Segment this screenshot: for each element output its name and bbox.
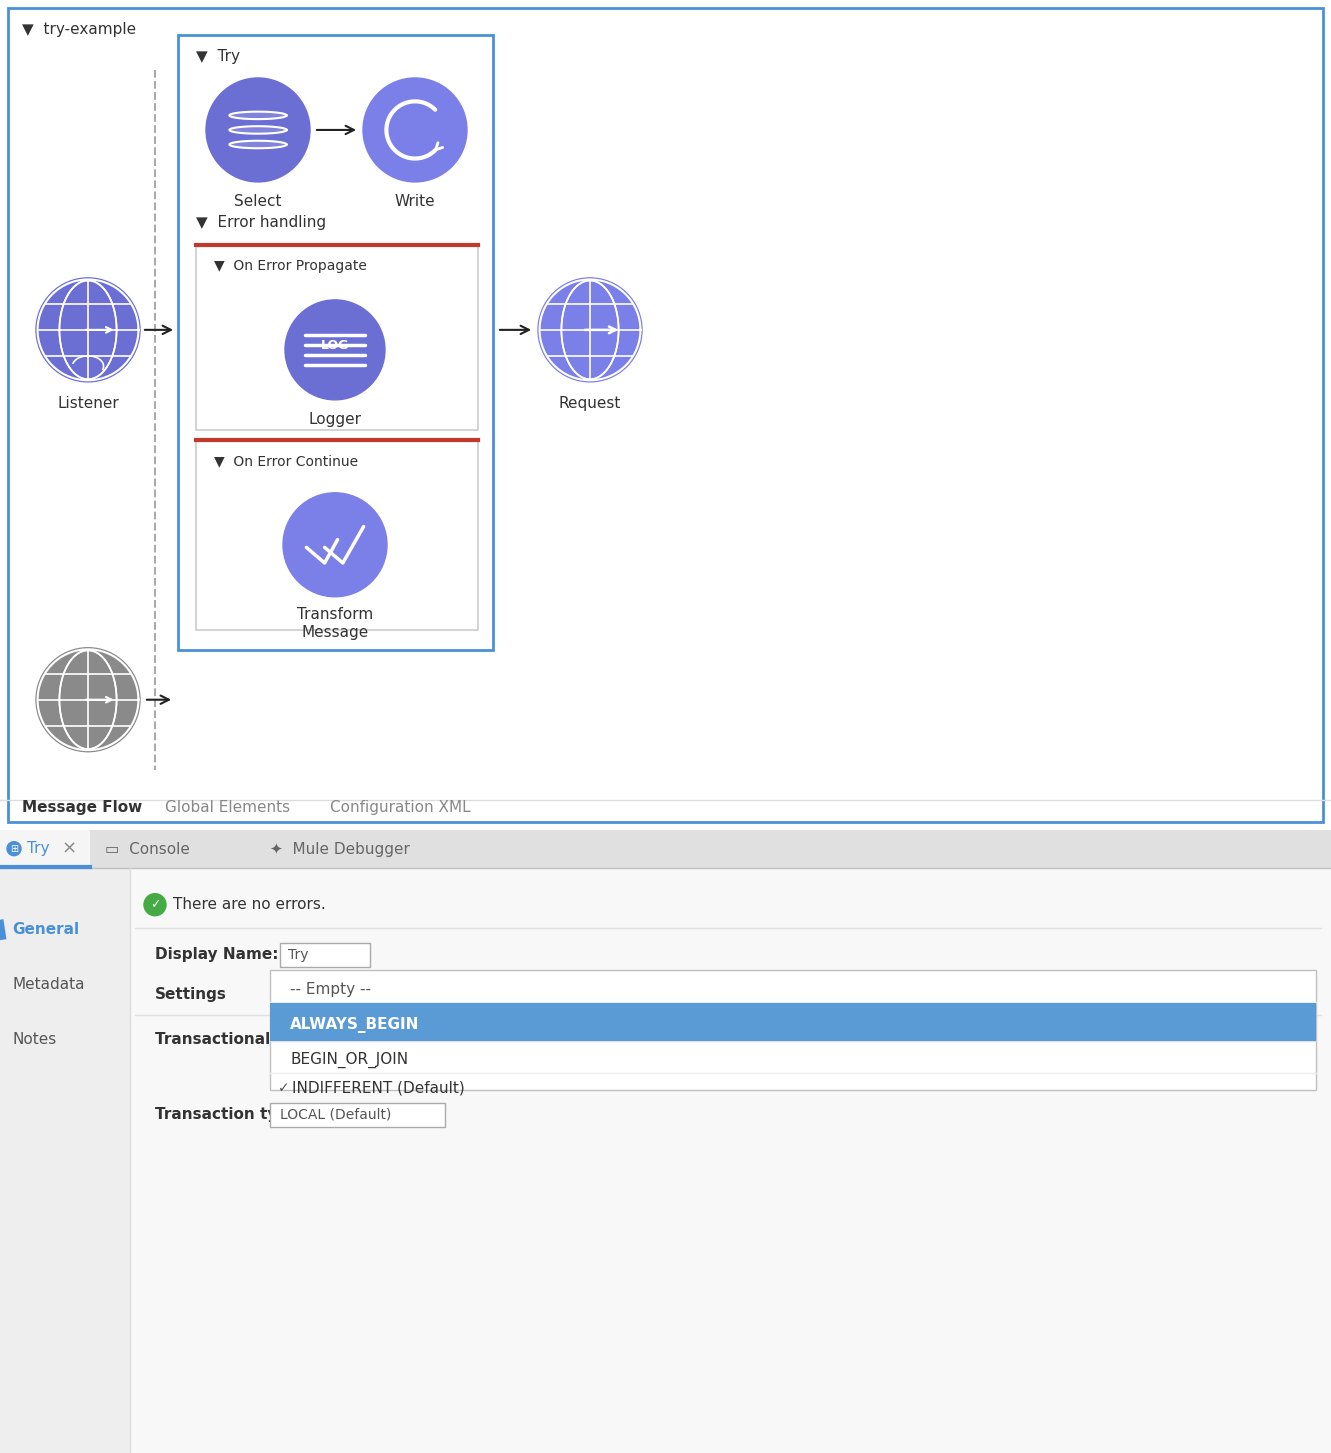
Text: Global Elements: Global Elements [165,801,290,815]
Text: Transactional action:: Transactional action: [154,1032,335,1048]
Circle shape [363,78,467,182]
Circle shape [206,78,310,182]
Text: BEGIN_OR_JOIN: BEGIN_OR_JOIN [290,1052,409,1068]
Text: Try: Try [27,841,49,856]
Text: ▼  Try: ▼ Try [196,49,240,64]
Text: Transform
Message: Transform Message [297,607,373,641]
Text: Display Name:: Display Name: [154,947,278,962]
Text: ▼  On Error Propagate: ▼ On Error Propagate [214,259,367,273]
Text: -- Empty --: -- Empty -- [290,982,371,997]
Polygon shape [229,141,286,148]
Circle shape [538,278,642,382]
Circle shape [285,299,385,400]
FancyBboxPatch shape [8,9,1323,821]
Text: ▼  On Error Continue: ▼ On Error Continue [214,453,358,468]
Text: LOCAL (Default): LOCAL (Default) [280,1107,391,1122]
Text: Write: Write [395,193,435,209]
Text: ▭  Console: ▭ Console [105,843,190,857]
Text: INDIFFERENT (Default): INDIFFERENT (Default) [291,1080,465,1096]
Text: Transaction type:: Transaction type: [154,1107,305,1122]
FancyBboxPatch shape [0,830,1331,867]
FancyBboxPatch shape [196,246,478,430]
FancyBboxPatch shape [0,867,1331,1453]
Text: Notes: Notes [12,1032,56,1048]
Text: ▼  Error handling: ▼ Error handling [196,215,326,230]
Text: Message Flow: Message Flow [23,801,142,815]
Circle shape [144,894,166,915]
Text: Listener: Listener [57,395,118,411]
Text: ✓: ✓ [150,898,160,911]
FancyBboxPatch shape [0,867,130,1453]
Text: Select: Select [234,193,282,209]
Text: LOG: LOG [321,340,349,353]
FancyBboxPatch shape [270,969,1316,1090]
Text: Logger: Logger [309,411,362,427]
FancyBboxPatch shape [270,1003,1316,1040]
Text: ✦  Mule Debugger: ✦ Mule Debugger [270,843,410,857]
FancyBboxPatch shape [270,1103,445,1128]
Text: ⊞: ⊞ [9,844,19,854]
Text: Metadata: Metadata [12,978,84,992]
FancyBboxPatch shape [280,943,370,966]
Text: Settings: Settings [154,987,226,1003]
FancyBboxPatch shape [178,35,492,649]
FancyBboxPatch shape [0,830,91,867]
Text: Try: Try [287,947,309,962]
Circle shape [284,493,387,597]
Text: Request: Request [559,395,622,411]
FancyBboxPatch shape [196,440,478,629]
Text: There are no errors.: There are no errors. [173,897,326,912]
Text: ✓: ✓ [278,1081,290,1094]
Text: General: General [12,923,79,937]
Circle shape [7,841,21,856]
FancyBboxPatch shape [0,830,1331,1453]
Polygon shape [229,112,286,119]
Text: ▼  try-example: ▼ try-example [23,22,136,36]
Text: ×: × [63,840,77,857]
Circle shape [36,648,140,751]
Polygon shape [229,126,286,134]
Text: Configuration XML: Configuration XML [330,801,471,815]
Circle shape [36,278,140,382]
Text: ALWAYS_BEGIN: ALWAYS_BEGIN [290,1017,419,1033]
